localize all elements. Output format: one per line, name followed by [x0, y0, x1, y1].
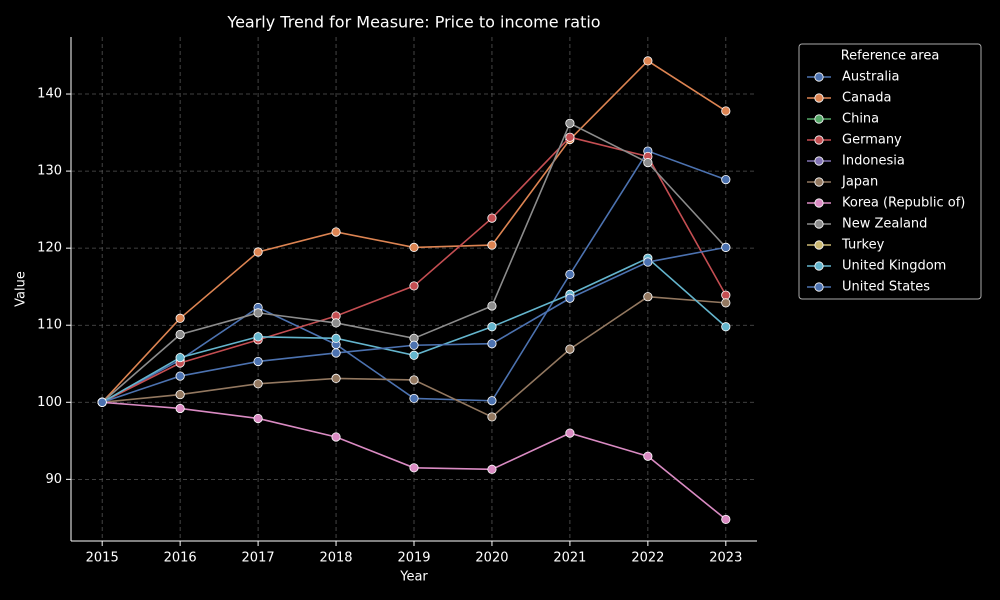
data-point — [253, 356, 263, 367]
data-point — [565, 293, 575, 303]
data-point — [487, 412, 497, 422]
data-point — [721, 322, 731, 332]
data-point — [643, 292, 653, 302]
x-tick-label: 2017 — [242, 551, 275, 566]
legend-swatch-marker — [814, 156, 824, 166]
data-point — [409, 350, 419, 360]
data-point — [643, 56, 653, 66]
legend-label: United States — [842, 280, 930, 295]
data-point — [565, 132, 575, 142]
y-axis-label: Value — [14, 271, 29, 307]
data-point — [409, 281, 419, 291]
data-point — [331, 333, 341, 343]
legend-label: New Zealand — [842, 217, 927, 232]
y-tick-label: 130 — [37, 164, 62, 179]
data-point — [175, 352, 185, 363]
data-point — [175, 313, 185, 323]
data-point — [565, 428, 575, 438]
data-point — [565, 118, 575, 128]
data-point — [175, 389, 185, 400]
legend-label: Indonesia — [842, 154, 905, 169]
y-tick-label: 110 — [37, 318, 62, 333]
y-tick-label: 120 — [37, 241, 62, 256]
legend-label: Korea (Republic of) — [842, 196, 965, 211]
y-tick-label: 100 — [37, 395, 62, 410]
data-point — [721, 298, 731, 308]
legend-box — [798, 43, 982, 300]
x-tick-label: 2015 — [86, 551, 119, 566]
data-point — [331, 227, 341, 237]
data-point — [721, 290, 731, 300]
x-tick-label: 2018 — [319, 551, 352, 566]
legend-swatch-marker — [814, 72, 824, 82]
data-point — [487, 464, 497, 474]
legend-swatch-marker — [814, 93, 824, 103]
data-point — [409, 375, 419, 385]
legend-swatch-marker — [814, 114, 824, 124]
data-point — [721, 514, 731, 525]
data-point — [175, 403, 185, 414]
y-tick-label: 90 — [45, 472, 62, 487]
legend-label: Canada — [842, 91, 891, 106]
x-tick-label: 2022 — [631, 551, 664, 566]
data-point — [721, 242, 731, 252]
legend-swatch-marker — [814, 282, 824, 292]
x-tick-label: 2020 — [475, 551, 508, 566]
data-point — [253, 247, 263, 257]
legend-swatch-marker — [814, 198, 824, 208]
data-point — [331, 348, 341, 358]
data-point — [409, 340, 419, 350]
x-tick-label: 2019 — [397, 551, 430, 566]
legend-label: Turkey — [841, 238, 885, 253]
data-point — [175, 371, 185, 381]
data-point — [487, 339, 497, 349]
chart-title: Yearly Trend for Measure: Price to incom… — [226, 13, 600, 32]
x-tick-label: 2021 — [553, 551, 586, 566]
legend-label: China — [842, 112, 879, 127]
x-axis-label: Year — [399, 570, 428, 585]
data-point — [253, 379, 263, 389]
data-point — [487, 396, 497, 406]
data-point — [331, 318, 341, 328]
data-point — [721, 106, 731, 116]
x-tick-label: 2016 — [164, 551, 197, 566]
data-point — [409, 393, 419, 404]
data-point — [643, 257, 653, 267]
legend-swatch-marker — [814, 261, 824, 271]
data-point — [253, 332, 263, 342]
data-point — [331, 373, 341, 383]
x-tick-label: 2023 — [709, 551, 742, 566]
data-point — [97, 397, 107, 407]
legend-label: United Kingdom — [842, 259, 946, 274]
legend-title: Reference area — [841, 49, 940, 64]
data-point — [643, 158, 653, 168]
data-point — [253, 308, 263, 318]
y-tick-label: 140 — [37, 87, 62, 102]
data-point — [565, 269, 575, 279]
data-point — [487, 240, 497, 250]
legend-label: Germany — [842, 133, 902, 148]
data-point — [409, 463, 419, 473]
legend-label: Japan — [841, 175, 878, 190]
legend-label: Australia — [842, 70, 900, 85]
data-point — [253, 413, 263, 424]
data-point — [487, 213, 497, 223]
data-point — [721, 174, 731, 185]
legend-swatch-marker — [814, 240, 824, 250]
data-point — [643, 451, 653, 461]
data-point — [565, 344, 575, 354]
legend-swatch-marker — [814, 135, 824, 145]
data-point — [331, 432, 341, 442]
data-point — [175, 329, 185, 340]
data-point — [487, 322, 497, 332]
legend-swatch-marker — [814, 219, 824, 229]
legend-swatch-marker — [814, 177, 824, 187]
data-point — [409, 242, 419, 252]
data-point — [487, 301, 497, 311]
